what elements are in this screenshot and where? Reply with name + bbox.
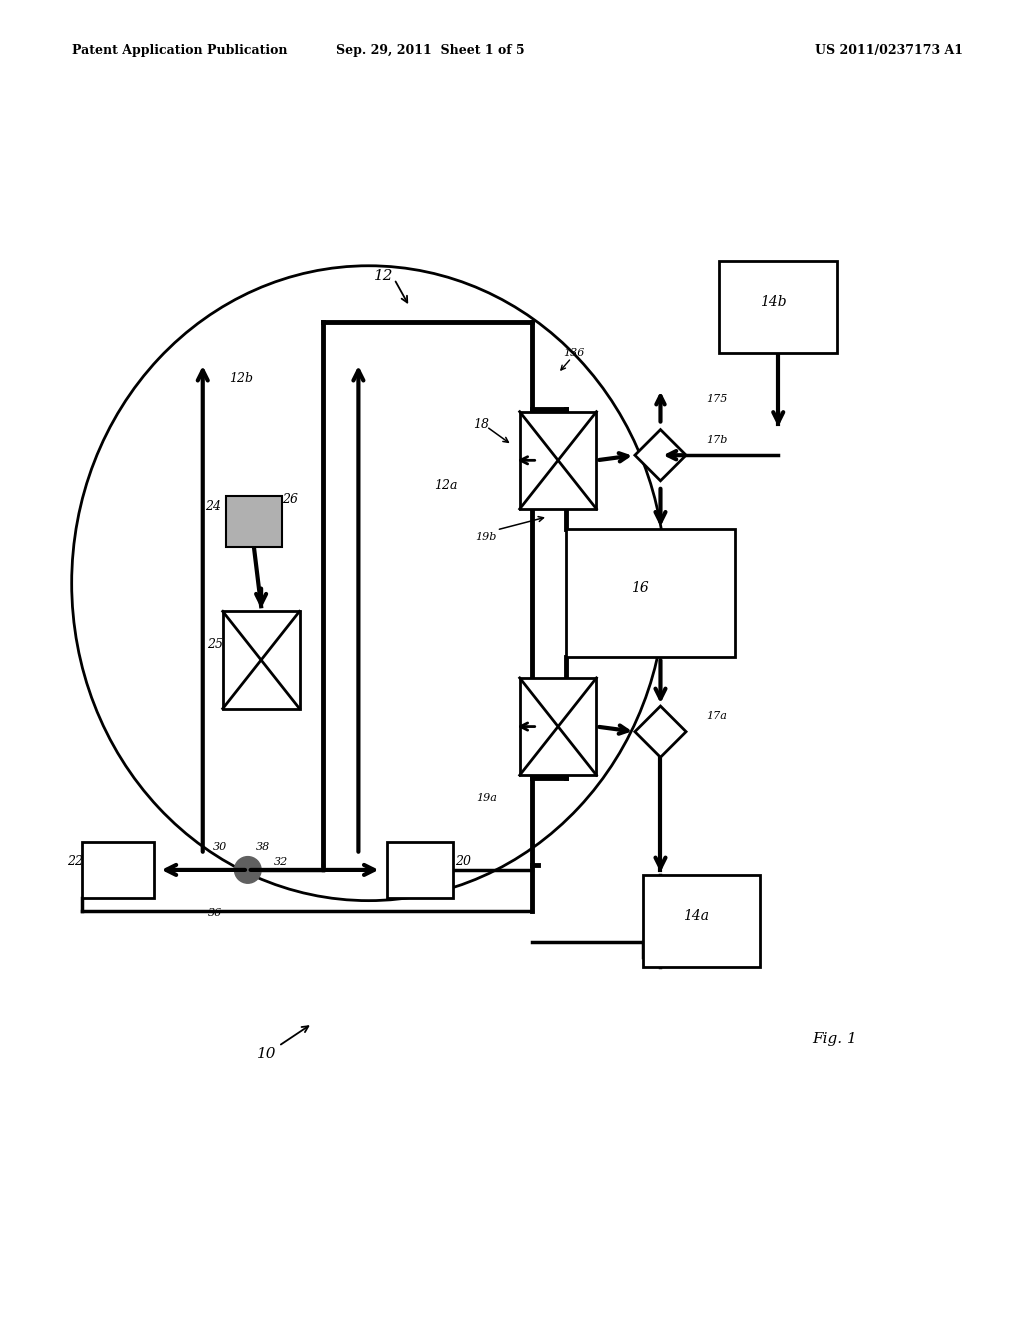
Text: 26: 26 bbox=[282, 492, 298, 506]
Text: 19b: 19b bbox=[476, 532, 497, 543]
Text: Sep. 29, 2011  Sheet 1 of 5: Sep. 29, 2011 Sheet 1 of 5 bbox=[336, 44, 524, 57]
Text: 12b: 12b bbox=[228, 372, 253, 385]
Text: 14a: 14a bbox=[683, 909, 710, 923]
Bar bbox=[520, 412, 596, 510]
Text: 25: 25 bbox=[207, 638, 223, 651]
Text: 30: 30 bbox=[213, 842, 227, 853]
Text: 22: 22 bbox=[67, 855, 83, 869]
Bar bbox=[225, 496, 283, 548]
Text: 12a: 12a bbox=[434, 479, 457, 492]
Text: 14b: 14b bbox=[760, 294, 786, 309]
Text: US 2011/0237173 A1: US 2011/0237173 A1 bbox=[814, 44, 963, 57]
Text: 19a: 19a bbox=[476, 793, 497, 804]
Bar bbox=[82, 842, 154, 898]
Bar bbox=[520, 678, 596, 775]
Ellipse shape bbox=[72, 265, 666, 900]
Text: 17a: 17a bbox=[707, 711, 727, 721]
Polygon shape bbox=[635, 429, 686, 480]
Text: 24: 24 bbox=[205, 500, 221, 513]
Text: 175: 175 bbox=[707, 393, 727, 404]
Text: 136: 136 bbox=[563, 347, 584, 358]
Text: 38: 38 bbox=[256, 842, 270, 853]
Bar bbox=[719, 260, 838, 352]
Text: 10: 10 bbox=[256, 1047, 276, 1061]
Text: 32: 32 bbox=[273, 857, 288, 867]
Text: 20: 20 bbox=[455, 855, 471, 869]
Text: 36: 36 bbox=[208, 908, 222, 917]
Text: Patent Application Publication: Patent Application Publication bbox=[72, 44, 287, 57]
Text: Fig. 1: Fig. 1 bbox=[812, 1032, 857, 1045]
Polygon shape bbox=[635, 706, 686, 758]
Text: 12: 12 bbox=[374, 269, 394, 282]
Text: 17b: 17b bbox=[707, 434, 727, 445]
Bar bbox=[386, 842, 453, 898]
Circle shape bbox=[234, 857, 261, 883]
Bar bbox=[643, 875, 760, 968]
Bar bbox=[565, 529, 735, 657]
Bar bbox=[223, 611, 299, 709]
Text: 18: 18 bbox=[473, 418, 489, 430]
Text: 16: 16 bbox=[631, 581, 649, 595]
